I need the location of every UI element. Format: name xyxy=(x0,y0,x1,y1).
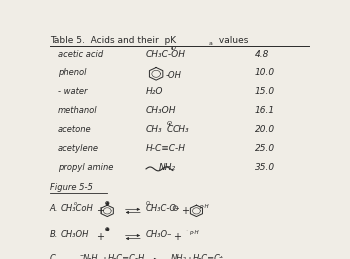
Text: −: − xyxy=(80,253,84,258)
Text: C.: C. xyxy=(50,254,58,259)
Text: −: − xyxy=(174,205,179,211)
Text: CH₃OH: CH₃OH xyxy=(61,230,89,239)
Text: −: − xyxy=(166,232,171,237)
Text: 10.0: 10.0 xyxy=(254,68,275,77)
Text: +: + xyxy=(185,256,193,259)
Text: Figure 5-5: Figure 5-5 xyxy=(50,183,93,192)
Text: 16.1: 16.1 xyxy=(254,106,275,115)
Text: A.: A. xyxy=(50,204,58,213)
Text: Table 5.  Acids and their  pK: Table 5. Acids and their pK xyxy=(50,37,176,46)
Text: +: + xyxy=(181,206,189,216)
Text: o: o xyxy=(74,201,77,206)
Text: H-C≡C:: H-C≡C: xyxy=(193,254,223,259)
Text: CH₃OH: CH₃OH xyxy=(146,106,176,115)
Text: H₂O: H₂O xyxy=(146,87,163,96)
Text: p-H: p-H xyxy=(189,230,199,235)
Text: methanol: methanol xyxy=(58,106,97,115)
Text: 4.8: 4.8 xyxy=(254,49,269,59)
Text: O: O xyxy=(146,201,150,206)
Text: N-H: N-H xyxy=(83,254,98,259)
Text: +: + xyxy=(173,232,181,242)
Text: CH₃C-OH: CH₃C-OH xyxy=(146,49,186,59)
Text: a: a xyxy=(209,41,213,46)
Text: O: O xyxy=(170,46,175,51)
Text: +: + xyxy=(96,232,104,242)
Text: p-H: p-H xyxy=(199,204,208,209)
Text: H-C≡C-H: H-C≡C-H xyxy=(107,254,145,259)
Text: CH₃C-O: CH₃C-O xyxy=(146,204,177,213)
Text: 15.0: 15.0 xyxy=(254,87,275,96)
Text: O: O xyxy=(167,121,172,126)
Text: CH₃O: CH₃O xyxy=(146,230,168,239)
Text: acetone: acetone xyxy=(58,125,91,134)
Text: -OH: -OH xyxy=(166,71,181,80)
Text: CH₃: CH₃ xyxy=(146,125,163,134)
Text: values: values xyxy=(216,37,248,46)
Text: 25.0: 25.0 xyxy=(254,144,275,153)
Text: NH₂: NH₂ xyxy=(159,163,176,172)
Text: CH₃: CH₃ xyxy=(173,125,189,134)
Text: propyl amine: propyl amine xyxy=(58,163,113,172)
Text: +: + xyxy=(96,206,104,216)
Text: - water: - water xyxy=(58,87,87,96)
Text: +: + xyxy=(99,256,107,259)
Text: H-C≡C-H: H-C≡C-H xyxy=(146,144,186,153)
Text: B.: B. xyxy=(50,230,58,239)
Text: NH₂: NH₂ xyxy=(171,254,187,259)
Text: CH₃CoH: CH₃CoH xyxy=(61,204,93,213)
Text: −: − xyxy=(218,255,223,259)
Text: phenol: phenol xyxy=(58,68,86,77)
Text: C: C xyxy=(167,125,173,134)
Text: acetic acid: acetic acid xyxy=(58,49,103,59)
Text: 35.0: 35.0 xyxy=(254,163,275,172)
Text: acetylene: acetylene xyxy=(58,144,99,153)
Text: 20.0: 20.0 xyxy=(254,125,275,134)
